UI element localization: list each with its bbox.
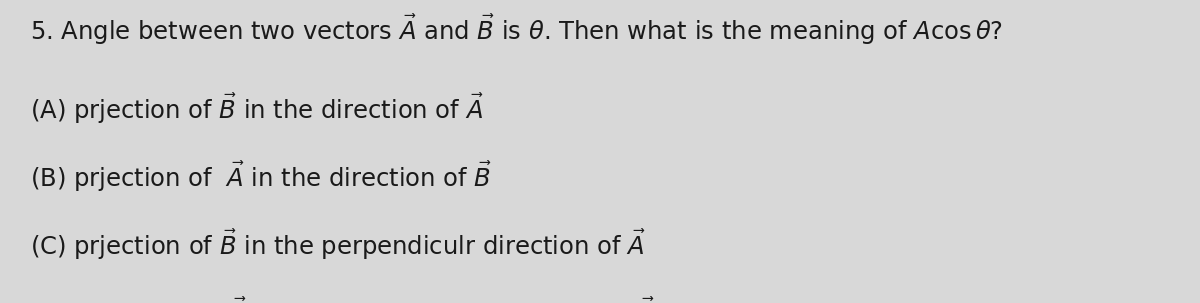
Text: (B) prjection of  $\vec{A}$ in the direction of $\vec{B}$: (B) prjection of $\vec{A}$ in the direct…: [30, 159, 492, 194]
Text: (A) prjection of $\vec{B}$ in the direction of $\vec{A}$: (A) prjection of $\vec{B}$ in the direct…: [30, 91, 484, 126]
Text: 5. Angle between two vectors $\vec{A}$ and $\vec{B}$ is $\theta$. Then what is t: 5. Angle between two vectors $\vec{A}$ a…: [30, 12, 1003, 47]
Text: (C) prjection of $\vec{B}$ in the perpendiculr direction of $\vec{A}$: (C) prjection of $\vec{B}$ in the perpen…: [30, 227, 646, 262]
Text: (D) prjection of  $\vec{A}$ in the perpendiculr direction of $\vec{B}$: (D) prjection of $\vec{A}$ in the perpen…: [30, 295, 655, 303]
